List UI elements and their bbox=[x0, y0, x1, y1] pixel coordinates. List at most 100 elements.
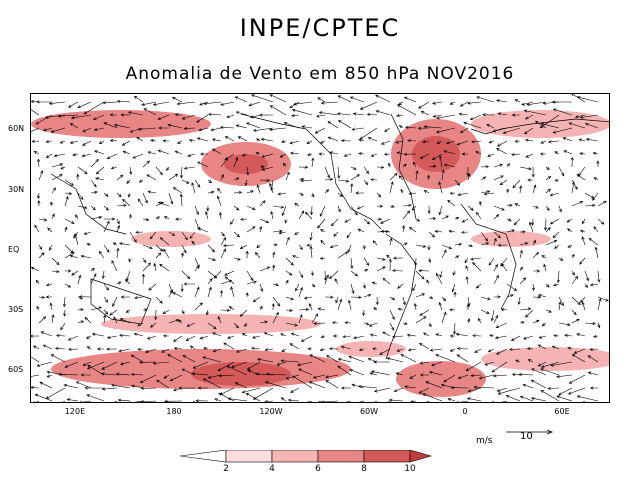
wind-vector bbox=[531, 368, 547, 376]
wind-vector bbox=[596, 160, 600, 168]
wind-vector bbox=[142, 192, 148, 204]
wind-vector bbox=[181, 179, 190, 184]
wind-vector bbox=[212, 332, 222, 337]
wind-vector bbox=[285, 171, 290, 181]
wind-vector bbox=[556, 270, 560, 284]
wind-vector bbox=[309, 245, 313, 259]
wind-vector bbox=[597, 270, 601, 283]
wind-vector bbox=[492, 127, 508, 133]
wind-vector bbox=[54, 346, 66, 351]
wind-vector bbox=[130, 354, 144, 363]
wind-vector bbox=[168, 192, 174, 205]
wind-vector bbox=[45, 153, 53, 158]
wind-vector bbox=[36, 100, 53, 104]
wind-vector bbox=[74, 232, 79, 246]
wind-vector bbox=[69, 140, 79, 144]
lat-label-60n: 60N bbox=[8, 124, 25, 133]
wind-vector bbox=[466, 303, 470, 310]
wind-vector bbox=[298, 286, 303, 298]
wind-vector bbox=[284, 218, 288, 224]
wind-vector bbox=[220, 248, 226, 259]
wind-vector bbox=[386, 357, 404, 363]
wind-vector bbox=[77, 101, 92, 109]
wind-vector bbox=[83, 231, 92, 235]
wind-vector bbox=[566, 218, 573, 223]
wind-vector bbox=[62, 296, 66, 308]
wind-vector bbox=[68, 101, 79, 108]
wind-vector bbox=[324, 295, 334, 299]
wind-vector bbox=[418, 342, 430, 350]
wind-vector bbox=[389, 322, 395, 331]
wind-vector bbox=[103, 122, 118, 129]
wind-vector bbox=[250, 114, 261, 119]
wind-vector bbox=[493, 163, 503, 168]
wind-vector bbox=[64, 226, 68, 233]
wind-vector bbox=[162, 139, 170, 143]
wind-vector bbox=[280, 333, 287, 337]
wind-vector bbox=[314, 127, 326, 134]
wind-vector bbox=[585, 137, 599, 142]
wind-vector bbox=[426, 279, 430, 285]
wind-vector bbox=[413, 303, 417, 311]
wind-vector bbox=[298, 244, 303, 251]
wind-vector bbox=[247, 369, 261, 376]
wind-vector bbox=[506, 283, 518, 291]
wind-vector bbox=[396, 104, 417, 116]
wind-vector bbox=[103, 283, 110, 291]
wind-vector bbox=[142, 308, 148, 312]
wind-vector bbox=[493, 205, 505, 211]
wind-vector bbox=[161, 348, 170, 353]
wind-vector bbox=[480, 176, 487, 181]
wind-vector bbox=[137, 198, 144, 207]
wind-vector bbox=[272, 311, 279, 324]
wind-vector bbox=[589, 386, 598, 390]
wind-vector bbox=[389, 204, 395, 208]
wind-vector bbox=[290, 151, 300, 155]
wind-vector bbox=[527, 359, 534, 363]
wind-vector bbox=[179, 193, 183, 207]
wind-vector bbox=[372, 240, 378, 246]
wind-vector bbox=[246, 270, 254, 282]
wind-vector bbox=[398, 175, 404, 181]
wind-vector bbox=[291, 113, 300, 118]
wind-vector bbox=[581, 236, 586, 246]
wind-vector bbox=[233, 156, 239, 168]
wind-vector bbox=[320, 239, 326, 246]
wind-vector bbox=[493, 295, 502, 299]
wind-vector bbox=[106, 335, 118, 339]
wind-vector bbox=[540, 361, 560, 368]
wind-vector bbox=[439, 270, 443, 279]
wind-vector bbox=[51, 187, 56, 194]
wind-vector bbox=[480, 165, 490, 169]
wind-vector bbox=[417, 101, 430, 109]
wind-vector bbox=[90, 179, 97, 188]
wind-vector bbox=[372, 347, 378, 351]
wind-vector bbox=[95, 166, 105, 175]
wind-vector bbox=[167, 354, 183, 363]
wind-vector bbox=[109, 113, 118, 117]
wind-vector bbox=[351, 383, 365, 389]
wind-vector bbox=[63, 383, 79, 389]
wind-vector bbox=[318, 152, 325, 156]
wind-vector bbox=[334, 278, 339, 285]
wind-vector bbox=[434, 229, 443, 233]
wind-vector bbox=[168, 289, 173, 298]
wind-vector bbox=[310, 270, 314, 277]
wind-vector bbox=[435, 354, 456, 363]
wind-vector bbox=[545, 309, 552, 313]
wind-vector bbox=[511, 153, 521, 157]
wind-vector bbox=[431, 361, 443, 367]
wind-vector bbox=[320, 101, 339, 105]
wind-vector bbox=[324, 177, 334, 181]
wind-vector bbox=[287, 398, 300, 402]
wind-vector bbox=[272, 251, 276, 259]
wind-vector bbox=[64, 179, 74, 186]
wind-vector bbox=[449, 101, 456, 105]
wind-vector bbox=[363, 294, 372, 298]
wind-vector bbox=[96, 347, 105, 351]
wind-vector bbox=[244, 179, 248, 187]
wind-vector bbox=[119, 318, 131, 324]
wind-vector bbox=[64, 283, 72, 288]
wind-vector bbox=[447, 199, 456, 207]
wind-vector bbox=[370, 153, 378, 157]
